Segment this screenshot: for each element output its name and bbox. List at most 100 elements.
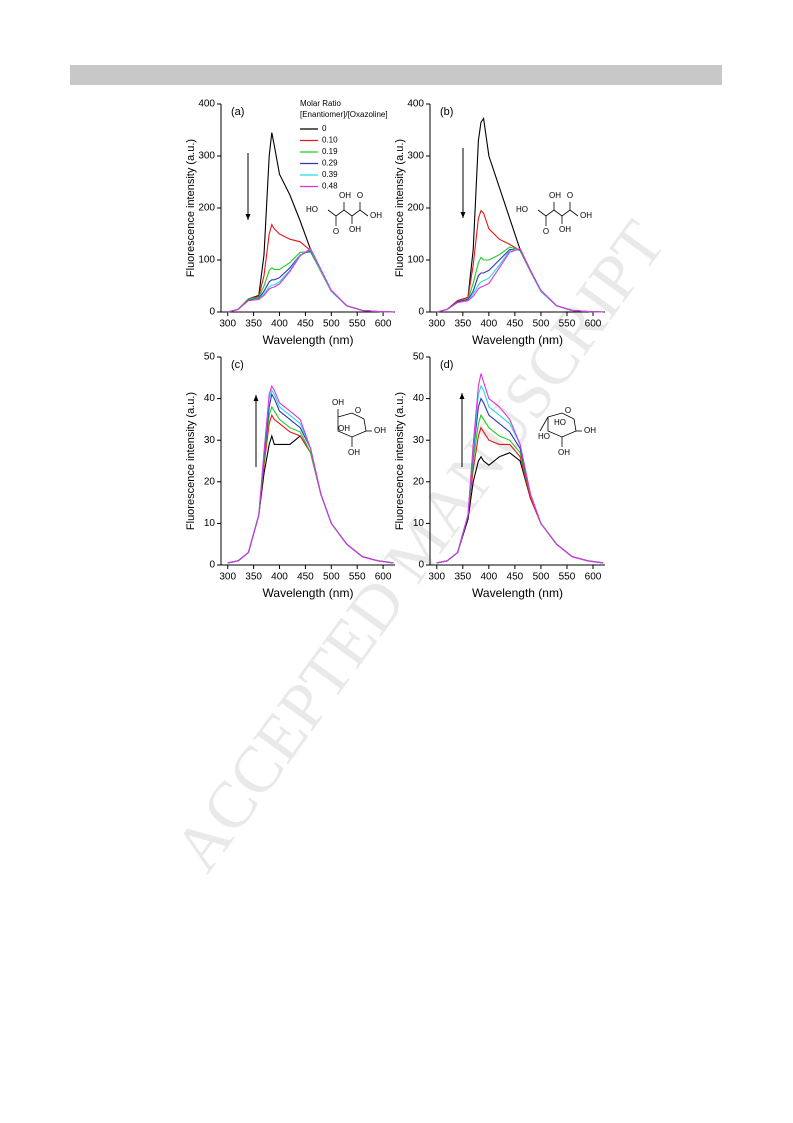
x-tick-label: 550 (559, 319, 576, 330)
legend-label: 0.29 (322, 159, 338, 168)
x-tick-label: 400 (271, 572, 288, 583)
legend-label: 0.48 (322, 182, 338, 191)
spectrum-line (227, 247, 394, 313)
x-tick-label: 450 (297, 319, 314, 330)
arrow-head (245, 214, 251, 220)
arrow-head (253, 395, 259, 401)
y-tick-label: 400 (407, 99, 424, 110)
y-tick-label: 50 (413, 352, 425, 363)
legend-title: Molar Ratio (300, 99, 341, 108)
x-tick-label: 350 (454, 319, 471, 330)
molecule-bond (537, 209, 579, 217)
arrow-head (460, 212, 466, 218)
legend-label: 0.19 (322, 147, 338, 156)
x-tick-label: 300 (428, 319, 445, 330)
y-tick-label: 40 (204, 393, 216, 404)
x-tick-label: 500 (323, 319, 340, 330)
panel-label: (c) (231, 359, 244, 371)
x-tick-label: 450 (297, 572, 314, 583)
y-tick-label: 20 (204, 476, 216, 487)
molecule-atom-label: OH (370, 211, 382, 220)
molecule-atom-label: OH (584, 426, 596, 435)
molecule-atom-label: HO (516, 205, 528, 214)
x-tick-label: 500 (323, 572, 340, 583)
x-tick-label: 350 (245, 319, 262, 330)
x-tick-label: 550 (349, 319, 366, 330)
molecule-bond (539, 416, 549, 432)
molecule-atom-label: OH (374, 426, 386, 435)
x-tick-label: 550 (559, 572, 576, 583)
molecule-atom-label: OH (580, 211, 592, 220)
y-tick-label: 30 (204, 435, 216, 446)
x-tick-label: 400 (271, 319, 288, 330)
molecule-atom-label: HO (554, 418, 566, 427)
x-tick-label: 300 (219, 572, 236, 583)
y-tick-label: 100 (407, 255, 424, 266)
y-tick-label: 0 (209, 307, 215, 318)
x-tick-label: 450 (507, 319, 524, 330)
x-axis-label: Wavelength (nm) (472, 586, 563, 600)
y-tick-label: 30 (413, 435, 425, 446)
panel-label: (d) (440, 359, 453, 371)
legend-title: [Enantiomer]/[Oxazoline] (300, 110, 388, 119)
y-tick-label: 10 (413, 518, 425, 529)
molecule-atom-label: OH (339, 191, 351, 200)
x-axis-label: Wavelength (nm) (263, 586, 354, 600)
molecule-atom-label: O (333, 227, 339, 236)
x-tick-label: 600 (375, 572, 392, 583)
y-tick-label: 20 (413, 476, 425, 487)
x-tick-label: 400 (481, 572, 498, 583)
molecule-atom-label: OH (559, 225, 571, 234)
y-tick-label: 200 (407, 203, 424, 214)
x-tick-label: 450 (507, 572, 524, 583)
legend-label: 0.39 (322, 170, 338, 179)
spectrum-line (227, 384, 394, 564)
y-axis-label: Fluorescence intensity (a.u.) (394, 392, 406, 530)
x-tick-label: 600 (585, 319, 602, 330)
x-tick-label: 500 (533, 572, 550, 583)
spectrum-line (436, 247, 604, 313)
x-axis-label: Wavelength (nm) (263, 333, 354, 347)
x-tick-label: 500 (533, 319, 550, 330)
y-tick-label: 0 (418, 307, 424, 318)
molecule-atom-label: OH (558, 448, 570, 457)
molecule-atom-label: O (567, 191, 573, 200)
x-tick-label: 350 (454, 572, 471, 583)
y-axis-label: Fluorescence intensity (a.u.) (185, 139, 197, 277)
header-bar (70, 65, 722, 85)
y-tick-label: 50 (204, 352, 216, 363)
panel-label: (a) (231, 106, 244, 118)
molecule-atom-label: O (543, 227, 549, 236)
y-tick-label: 100 (198, 255, 215, 266)
legend-label: 0.10 (322, 136, 338, 145)
molecule-atom-label: OH (549, 191, 561, 200)
x-tick-label: 400 (481, 319, 498, 330)
y-axis-label: Fluorescence intensity (a.u.) (394, 139, 406, 277)
spectrum-line (436, 373, 604, 564)
molecule-bond (327, 209, 369, 217)
molecule-atom-label: O (357, 191, 363, 200)
molecule-atom-label: OH (332, 398, 344, 407)
x-tick-label: 350 (245, 572, 262, 583)
x-tick-label: 300 (428, 572, 445, 583)
x-tick-label: 600 (585, 572, 602, 583)
x-tick-label: 550 (349, 572, 366, 583)
x-axis-label: Wavelength (nm) (472, 333, 563, 347)
arrow-head (459, 393, 465, 399)
x-tick-label: 300 (219, 319, 236, 330)
y-tick-label: 200 (198, 203, 215, 214)
molecule-atom-label: O (565, 406, 571, 415)
molecule-atom-label: O (355, 406, 361, 415)
y-tick-label: 10 (204, 518, 216, 529)
molecule-atom-label: HO (306, 205, 318, 214)
y-tick-label: 0 (418, 560, 424, 571)
molecule-atom-label: HO (538, 432, 550, 441)
y-tick-label: 40 (413, 393, 425, 404)
y-tick-label: 0 (209, 560, 215, 571)
panel-label: (b) (440, 106, 453, 118)
molecule-atom-label: OH (338, 424, 350, 433)
y-axis-label: Fluorescence intensity (a.u.) (185, 392, 197, 530)
x-tick-label: 600 (375, 319, 392, 330)
legend-label: 0 (322, 124, 327, 133)
